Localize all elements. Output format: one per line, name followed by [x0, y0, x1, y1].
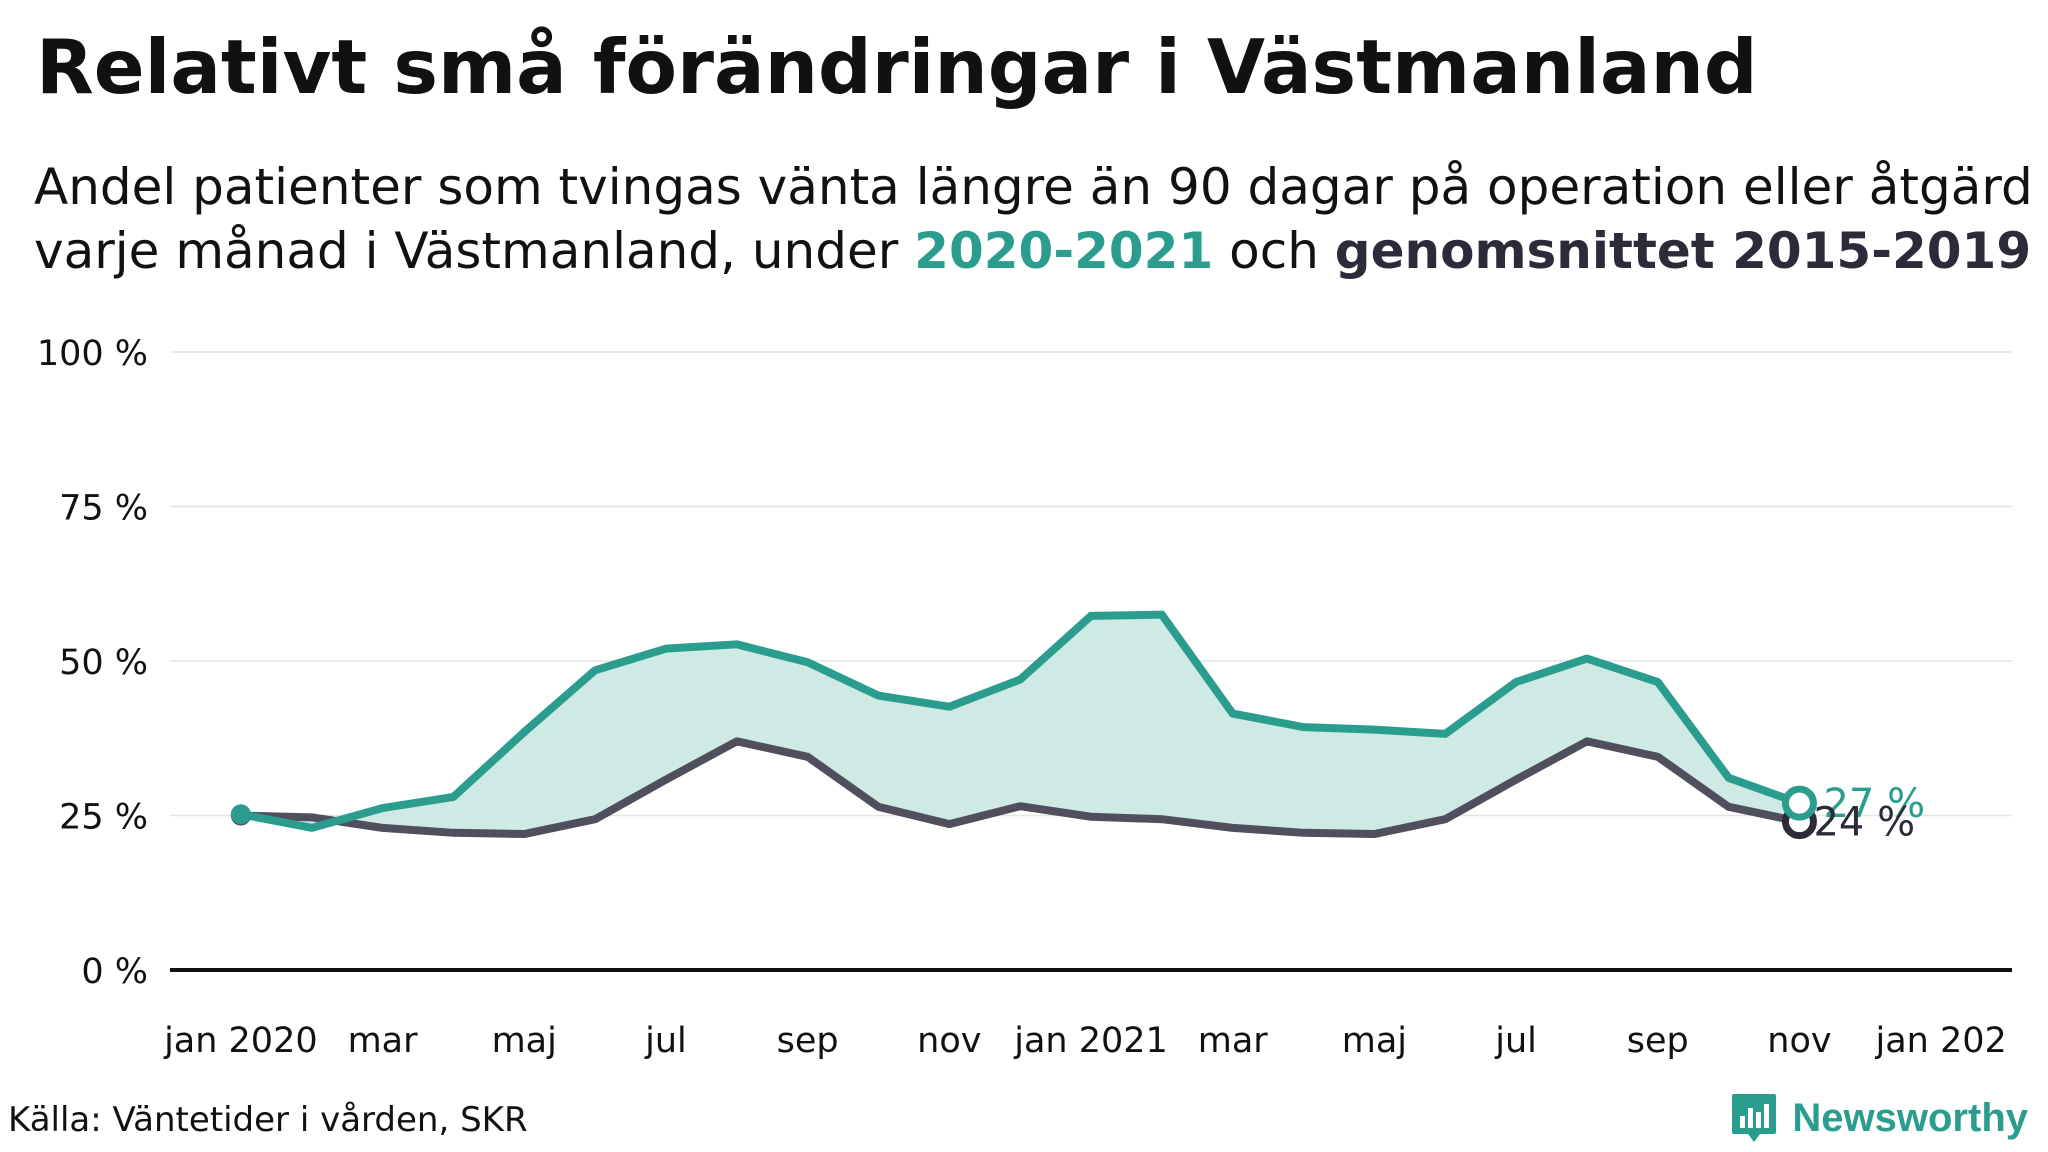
point-2020-2021 — [451, 794, 456, 799]
x-tick-label: nov — [1767, 1021, 1831, 1061]
point-average — [451, 830, 456, 835]
x-tick-label: jan 2020 — [163, 1021, 318, 1061]
point-2020-2021 — [734, 642, 739, 647]
brand-name: Newsworthy — [1792, 1095, 2028, 1140]
chart-subtitle: Andel patienter som tvingas vänta längre… — [34, 155, 2033, 283]
point-average — [593, 817, 598, 822]
point-2020-2021 — [1726, 775, 1731, 780]
point-average — [1584, 739, 1589, 744]
subtitle-highlight-average: genomsnittet 2015-2019 — [1334, 222, 2032, 280]
point-2020-2021 — [1301, 725, 1306, 730]
point-average — [1230, 825, 1235, 830]
point-average — [805, 754, 810, 759]
x-tick-label: jan 2021 — [1013, 1021, 1168, 1061]
x-tick-label: mar — [348, 1021, 419, 1061]
point-average — [1443, 817, 1448, 822]
point-average — [309, 815, 314, 820]
point-2020-2021 — [1230, 711, 1235, 716]
x-tick-label: maj — [1342, 1021, 1407, 1061]
y-tick-label: 100 % — [37, 334, 148, 374]
x-tick-label: jul — [644, 1021, 687, 1061]
point-average — [734, 739, 739, 744]
difference-area-fill — [240, 614, 1800, 835]
x-tick-label: nov — [917, 1021, 981, 1061]
point-2020-2021 — [309, 825, 314, 830]
point-2020-2021 — [1514, 680, 1519, 685]
x-tick-label: maj — [492, 1021, 557, 1061]
point-2020-2021 — [947, 704, 952, 709]
point-average — [1655, 754, 1660, 759]
point-2020-2021 — [805, 660, 810, 665]
point-2020-2021 — [1584, 656, 1589, 661]
y-tick-label: 25 % — [59, 798, 148, 838]
subtitle-line1: Andel patienter som tvingas vänta längre… — [34, 158, 2033, 216]
point-2020-2021 — [380, 806, 385, 811]
x-tick-label: jul — [1494, 1021, 1537, 1061]
point-average — [947, 822, 952, 827]
end-marker-2020-2021 — [1781, 785, 1817, 821]
point-average — [380, 825, 385, 830]
subtitle-highlight-2020-2021: 2020-2021 — [914, 222, 1214, 280]
end-label-average: 24 % — [1813, 800, 1915, 846]
point-2020-2021 — [1018, 677, 1023, 682]
chart-title: Relativt små förändringar i Västmanland — [36, 23, 1758, 111]
point-2020-2021 — [1089, 613, 1093, 618]
start-marker-2020-2021 — [230, 804, 251, 825]
difference-area — [240, 614, 1800, 835]
x-tick-label: sep — [777, 1021, 839, 1061]
y-tick-label: 0 % — [81, 952, 148, 992]
subtitle-line2-pre: varje månad i Västmanland, under — [34, 222, 915, 280]
point-average — [1301, 830, 1306, 835]
source-note: Källa: Väntetider i vården, SKR — [8, 1100, 528, 1140]
point-average — [1372, 832, 1377, 837]
point-average — [876, 804, 881, 809]
point-2020-2021 — [593, 668, 598, 673]
x-tick-label: mar — [1198, 1021, 1269, 1061]
point-average — [1514, 777, 1519, 782]
subtitle-mid: och — [1213, 222, 1335, 280]
point-average — [1089, 814, 1093, 819]
point-average — [522, 832, 527, 837]
point-average — [1726, 804, 1731, 809]
point-average — [663, 777, 668, 782]
point-average — [1018, 804, 1023, 809]
brand-logo: Newsworthy — [1730, 1092, 2028, 1144]
point-2020-2021 — [1655, 680, 1660, 685]
point-2020-2021 — [522, 730, 527, 735]
axes: 0 % 25 % 50 % 75 % 100 % jan 2020 mar maj jul sep… — [37, 334, 2012, 1061]
point-2020-2021 — [876, 693, 881, 698]
point-2020-2021 — [1443, 731, 1448, 736]
bar-chart-icon — [1732, 1094, 1777, 1142]
y-tick-label: 75 % — [59, 489, 148, 529]
point-average — [1159, 817, 1164, 822]
x-tick-label: jan 202 — [1875, 1021, 2007, 1061]
x-tick-label: sep — [1627, 1021, 1689, 1061]
series-markers: 27 %24 % — [230, 612, 1925, 846]
point-2020-2021 — [1159, 612, 1164, 617]
point-2020-2021 — [1372, 727, 1377, 732]
point-2020-2021 — [663, 646, 668, 651]
y-tick-label: 50 % — [59, 643, 148, 683]
end-label-2020-2021: 27 % — [1823, 781, 1925, 827]
